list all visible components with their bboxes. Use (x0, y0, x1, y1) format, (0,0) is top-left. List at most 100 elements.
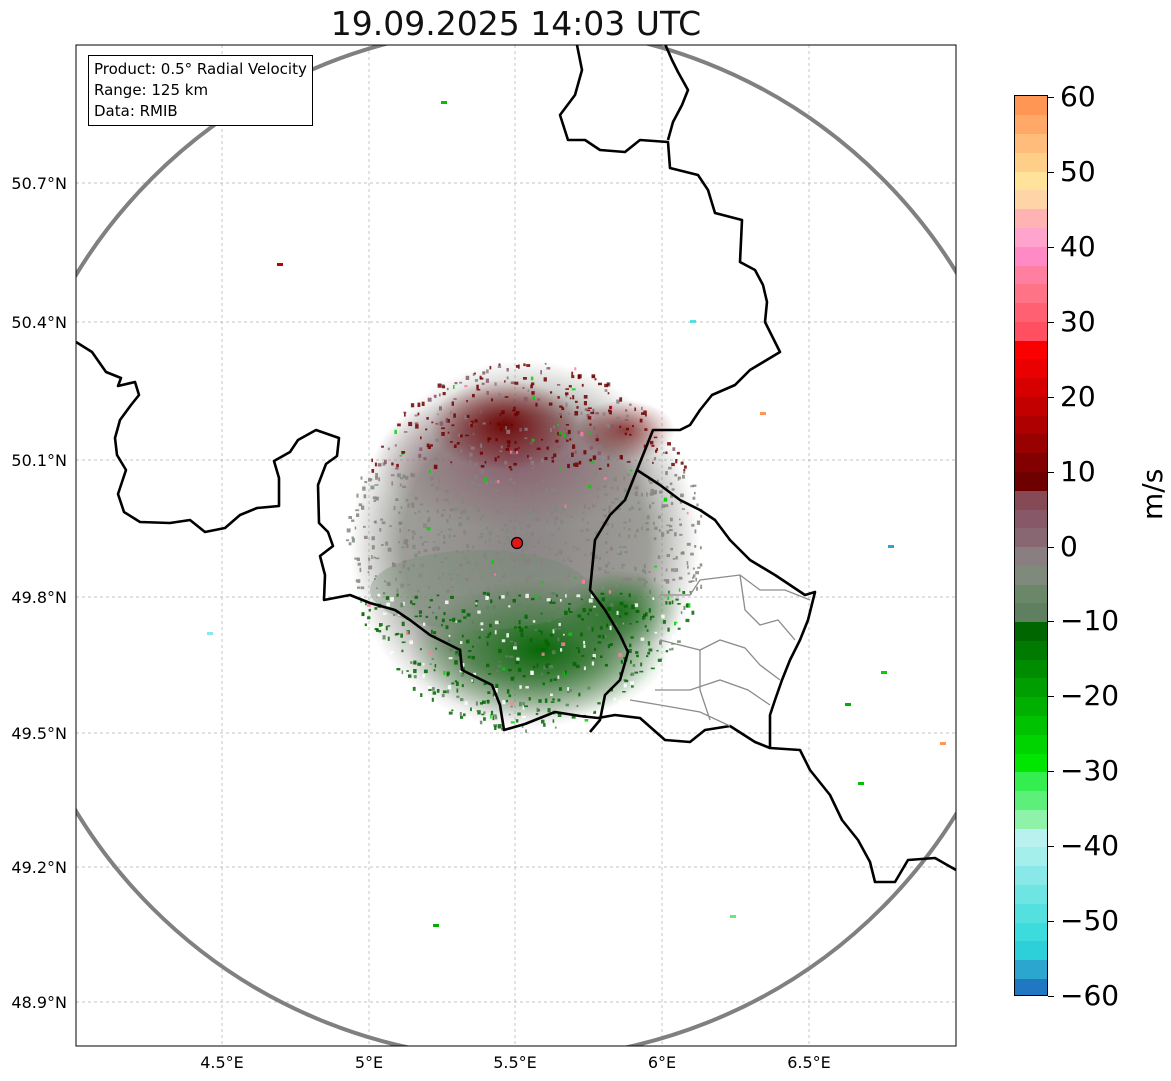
echo-pixel (510, 581, 514, 584)
echo-pixel (604, 493, 609, 496)
echo-pixel (522, 702, 525, 706)
echo-pixel (468, 650, 472, 652)
echo-pixel (476, 710, 481, 712)
echo-pixel (522, 557, 525, 559)
echo-pixel (484, 477, 488, 482)
echo-pixel (427, 397, 432, 402)
echo-pixel (484, 461, 487, 464)
echo-pixel (379, 623, 383, 627)
echo-pixel (546, 598, 551, 602)
echo-pixel (483, 711, 486, 714)
echo-pixel (641, 492, 643, 497)
echo-pixel (533, 665, 536, 669)
echo-pixel (583, 640, 586, 645)
echo-pixel (577, 374, 582, 379)
echo-pixel (364, 535, 368, 539)
echo-pixel (374, 575, 377, 577)
echo-pixel (668, 590, 670, 594)
echo-pixel (508, 713, 511, 716)
echo-pixel (403, 431, 408, 433)
echo-pixel (565, 703, 569, 707)
echo-pixel (550, 633, 553, 637)
echo-pixel (604, 663, 608, 667)
echo-pixel (429, 476, 433, 479)
echo-pixel (630, 672, 635, 676)
echo-pixel (361, 612, 365, 617)
echo-pixel (417, 662, 422, 666)
echo-pixel (676, 623, 679, 627)
echo-pixel (546, 642, 551, 645)
echo-pixel (487, 437, 492, 440)
echo-pixel (427, 519, 430, 522)
echo-pixel (503, 572, 506, 577)
echo-pixel (580, 598, 583, 601)
echo-pixel (453, 413, 456, 418)
echo-pixel (691, 523, 695, 527)
echo-pixel (523, 535, 525, 537)
echo-pixel (411, 530, 415, 534)
echo-pixel (374, 520, 377, 524)
echo-pixel (393, 614, 396, 616)
echo-pixel (619, 601, 624, 606)
echo-pixel (354, 557, 358, 560)
colorbar-band (1015, 565, 1047, 585)
echo-pixel (624, 551, 628, 554)
echo-pixel (519, 685, 522, 689)
echo-pixel (525, 729, 527, 733)
echo-pixel (644, 625, 647, 628)
echo-pixel (563, 633, 565, 636)
echo-pixel (551, 592, 556, 595)
colorbar-tick-label: −60 (1060, 979, 1120, 1012)
echo-pixel (513, 406, 516, 411)
echo-pixel (504, 396, 509, 398)
echo-pixel (675, 459, 678, 464)
echo-pixel (577, 648, 580, 654)
echo-pixel (501, 575, 505, 578)
echo-pixel (446, 673, 449, 677)
echo-pixel (411, 502, 415, 506)
colorbar-band (1015, 96, 1047, 116)
echo-pixel (546, 586, 550, 589)
echo-pixel (479, 622, 484, 626)
echo-pixel (487, 691, 491, 694)
echo-pixel (690, 580, 695, 582)
echo-pixel (592, 455, 597, 460)
stray-echo (940, 742, 946, 745)
echo-pixel (437, 576, 441, 580)
colorbar-band (1015, 527, 1047, 548)
echo-pixel (436, 546, 440, 551)
echo-pixel (522, 705, 525, 710)
echo-pixel (560, 415, 562, 418)
echo-pixel (510, 381, 515, 385)
echo-pixel (448, 657, 453, 660)
echo-pixel (404, 539, 409, 544)
echo-pixel (597, 635, 602, 638)
echo-pixel (453, 535, 456, 537)
echo-pixel (484, 540, 487, 545)
echo-pixel (630, 660, 632, 664)
echo-pixel (577, 614, 582, 618)
echo-pixel (648, 478, 651, 482)
echo-pixel (572, 395, 575, 400)
echo-pixel (519, 628, 524, 633)
echo-pixel (470, 707, 472, 712)
lon-tick-label: 6.5°E (787, 1053, 831, 1072)
echo-pixel (678, 476, 681, 480)
echo-pixel (665, 451, 668, 454)
echo-pixel (665, 471, 668, 474)
echo-pixel (474, 419, 478, 423)
echo-pixel (417, 412, 420, 416)
echo-pixel (557, 396, 560, 399)
echo-pixel (346, 528, 351, 533)
echo-pixel (594, 647, 596, 651)
echo-pixel (400, 583, 405, 588)
echo-pixel (394, 429, 397, 435)
echo-pixel (381, 521, 386, 525)
echo-pixel (497, 480, 500, 484)
echo-pixel (467, 488, 471, 492)
echo-pixel (513, 481, 516, 485)
echo-pixel (608, 509, 611, 514)
echo-pixel (371, 536, 375, 541)
echo-pixel (686, 511, 689, 515)
echo-pixel (426, 443, 430, 448)
